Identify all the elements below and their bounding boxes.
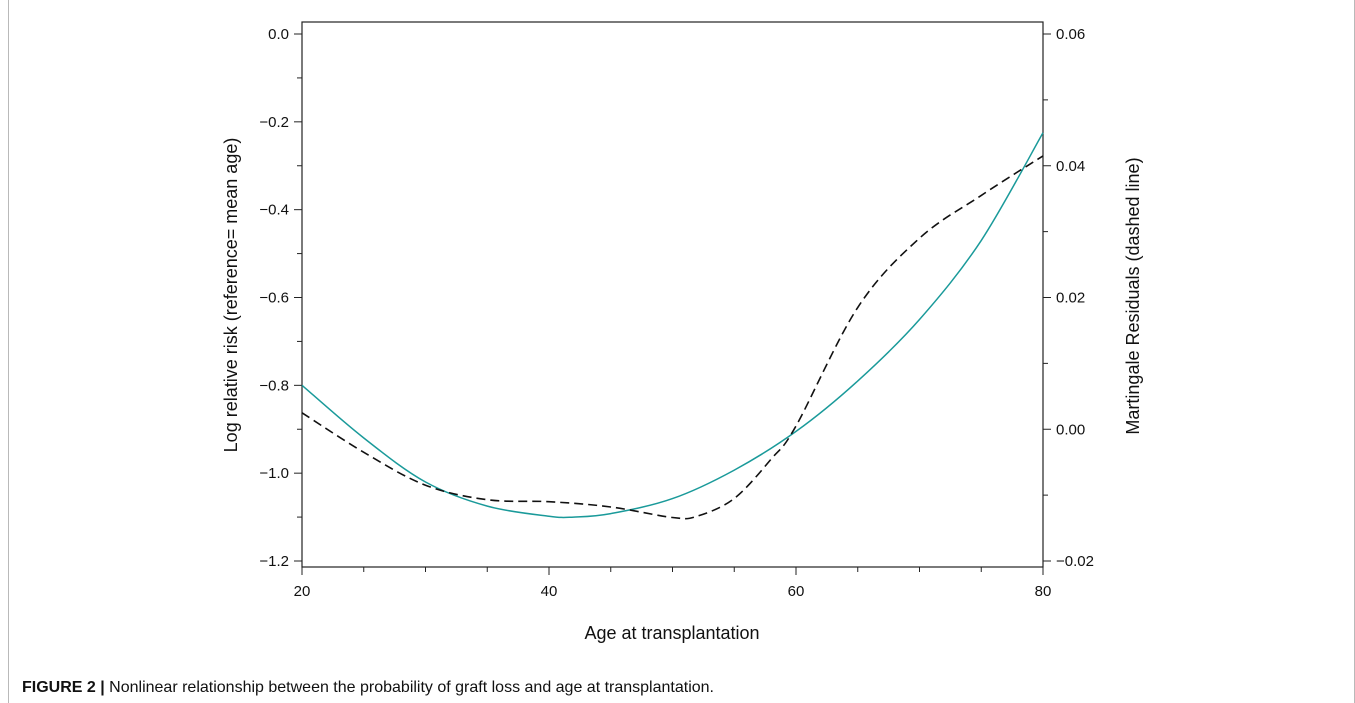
left-y-tick-label: −1.0 xyxy=(259,465,289,482)
right-y-axis-title: Martingale Residuals (dashed line) xyxy=(1123,157,1143,434)
left-y-tick-label: −0.8 xyxy=(259,377,289,394)
right-y-tick-label: 0.04 xyxy=(1056,158,1085,175)
x-tick-label: 80 xyxy=(1035,583,1052,600)
log-relative-risk-line xyxy=(301,132,1044,519)
right-y-tick-label: −0.02 xyxy=(1056,553,1094,570)
left-y-tick-label: 0.0 xyxy=(268,26,289,43)
right-y-axis: 0.06 0.04 0.02 0.00 −0.02 xyxy=(1043,26,1094,570)
series-layer xyxy=(301,132,1044,520)
x-tick-label: 40 xyxy=(541,583,558,600)
right-y-tick-label: 0.00 xyxy=(1056,421,1085,438)
left-y-axis: 0.0 −0.2 −0.4 −0.6 −0.8 −1.0 −1.2 xyxy=(259,26,302,570)
x-tick-label: 20 xyxy=(294,583,311,600)
x-axis-title: Age at transplantation xyxy=(584,623,759,643)
right-y-tick-label: 0.06 xyxy=(1056,26,1085,43)
figure-caption: FIGURE 2 | Nonlinear relationship betwee… xyxy=(22,679,714,697)
right-y-tick-label: 0.02 xyxy=(1056,290,1085,307)
left-y-tick-label: −1.2 xyxy=(259,553,289,570)
martingale-residuals-dashed-line xyxy=(301,155,1044,520)
plot-area-frame xyxy=(301,21,1044,568)
left-y-tick-label: −0.4 xyxy=(259,202,289,219)
line-chart: 0.0 −0.2 −0.4 −0.6 −0.8 −1.0 −1.2 0.06 0.04 0.02… xyxy=(221,21,1143,643)
x-tick-label: 60 xyxy=(788,583,805,600)
x-axis: 20 40 60 80 xyxy=(294,567,1052,600)
left-y-axis-title: Log relative risk (reference= mean age) xyxy=(221,138,241,453)
caption-text: Nonlinear relationship between the proba… xyxy=(104,679,714,696)
caption-label: FIGURE 2 | xyxy=(22,679,105,696)
left-y-tick-label: −0.6 xyxy=(259,290,289,307)
left-y-tick-label: −0.2 xyxy=(259,114,289,131)
